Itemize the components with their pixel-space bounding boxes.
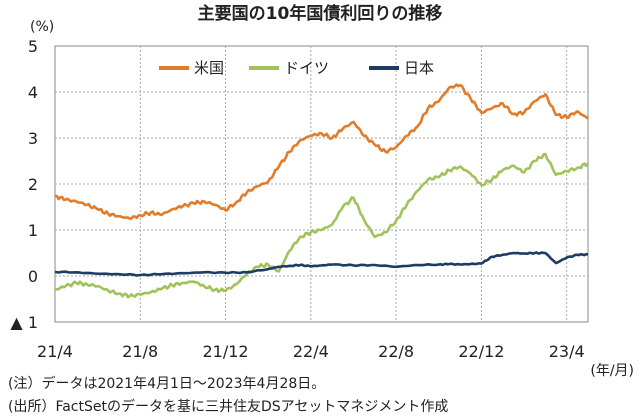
series-line-2 (54, 152, 590, 299)
x-tick-label: 23/4 (549, 342, 585, 361)
y-axis-unit: (%) (30, 19, 54, 35)
legend-label: 日本 (404, 59, 434, 77)
x-axis-ticks: 21/4 21/8 21/12 22/4 22/8 22/12 23/4 (37, 342, 585, 361)
legend-label: 米国 (194, 59, 224, 77)
x-tick-label: 22/8 (378, 342, 414, 361)
x-tick-label: 21/8 (122, 342, 158, 361)
y-tick-label: 0 (28, 267, 38, 286)
y-tick-label: 4 (28, 83, 38, 102)
legend: 米国 ドイツ 日本 (159, 59, 434, 77)
source-note: (出所）FactSetのデータを基に三井住友DSアセットマネジメント作成 (8, 399, 449, 415)
y-tick-label: 3 (28, 129, 38, 148)
x-tick-label: 22/12 (458, 342, 504, 361)
series-line-1 (55, 83, 589, 220)
grid (55, 46, 588, 322)
data-note: (注）データは2021年4月1日～2023年4月28日。 (8, 376, 326, 392)
x-axis-unit: (年/月) (590, 363, 634, 379)
y-axis-ticks: 5 4 3 2 1 0 ▲ 1 (10, 37, 38, 332)
y-tick-label: 1 (28, 221, 38, 240)
y-tick-label: ▲ 1 (10, 313, 38, 332)
x-tick-label: 22/4 (293, 342, 329, 361)
chart-title: 主要国の10年国債利回りの推移 (198, 3, 443, 24)
series-line-3 (54, 251, 589, 277)
y-tick-label: 2 (28, 175, 38, 194)
y-tick-label: 5 (28, 37, 38, 56)
x-tick-label: 21/12 (203, 342, 249, 361)
x-tick-label: 21/4 (37, 342, 73, 361)
legend-label: ドイツ (284, 59, 329, 77)
series-lines (54, 83, 590, 299)
